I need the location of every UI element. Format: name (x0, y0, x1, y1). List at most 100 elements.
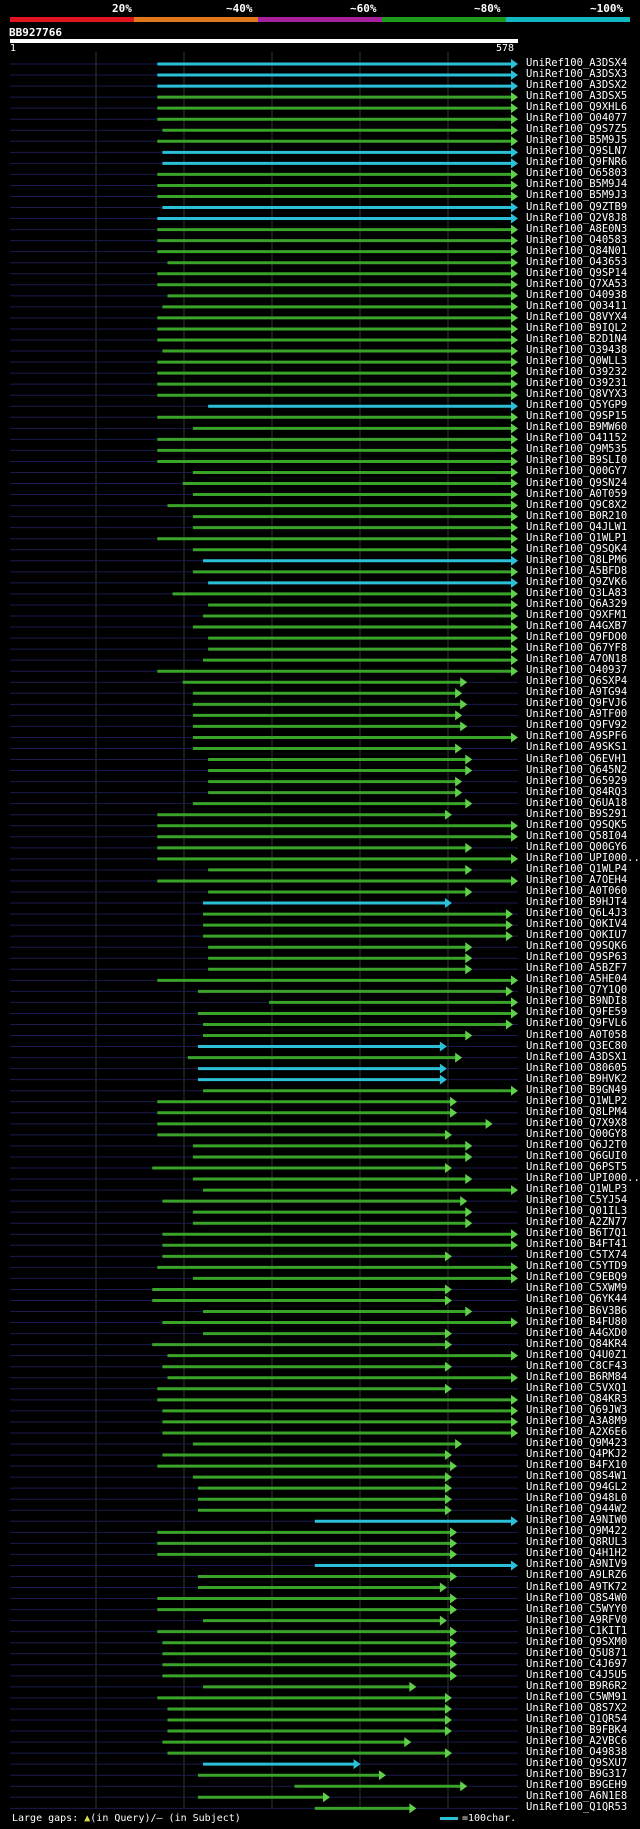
hit-label[interactable]: UniRef100_B9GEH9 (526, 1779, 628, 1792)
hit-label[interactable]: UniRef100_Q6A329 (526, 597, 628, 610)
hit-label[interactable]: UniRef100_B4FT41 (526, 1238, 628, 1251)
hit-label[interactable]: UniRef100_Q0WLL3 (526, 355, 628, 368)
hit-label[interactable]: UniRef100_B6V3B6 (526, 1304, 628, 1317)
hit-label[interactable]: UniRef100_Q9FV92 (526, 719, 628, 732)
hit-label[interactable]: UniRef100_Q9M535 (526, 443, 628, 456)
hit-label[interactable]: UniRef100_Q944W2 (526, 1503, 628, 1516)
hit-label[interactable]: UniRef100_O49838 (526, 1746, 628, 1759)
hit-label[interactable]: UniRef100_UPI000.. (526, 1172, 640, 1185)
hit-label[interactable]: UniRef100_Q645N2 (526, 763, 628, 776)
hit-label[interactable]: UniRef100_Q6PST5 (526, 1161, 628, 1173)
hit-label[interactable]: UniRef100_A5BFD8 (526, 564, 628, 577)
hit-label[interactable]: UniRef100_A3DSX1 (526, 1050, 628, 1063)
hit-label[interactable]: UniRef100_B9G317 (526, 1768, 628, 1781)
hit-label[interactable]: UniRef100_A9NIV9 (526, 1558, 628, 1571)
hit-label[interactable]: UniRef100_B9FBK4 (526, 1724, 628, 1737)
hit-label[interactable]: UniRef100_A5BZF7 (526, 962, 628, 975)
hit-label[interactable]: UniRef100_Q9FDO0 (526, 631, 628, 644)
hit-label[interactable]: UniRef100_A2X6E6 (526, 1425, 628, 1438)
hit-label[interactable]: UniRef100_Q9SQK4 (526, 542, 628, 555)
hit-label[interactable]: UniRef100_Q9FE59 (526, 1006, 628, 1019)
hit-label[interactable]: UniRef100_A5HE04 (526, 973, 628, 986)
hit-label[interactable]: UniRef100_Q67YF8 (526, 642, 628, 655)
hit-label[interactable]: UniRef100_Q58I04 (526, 829, 628, 842)
hit-label[interactable]: UniRef100_Q7Y1Q0 (526, 984, 628, 997)
hit-label[interactable]: UniRef100_B9IQL2 (526, 321, 628, 334)
hit-label[interactable]: UniRef100_A8E0N3 (526, 222, 628, 235)
hit-label[interactable]: UniRef100_B4FX10 (526, 1459, 628, 1472)
hit-label[interactable]: UniRef100_A0T060 (526, 885, 628, 897)
hit-label[interactable]: UniRef100_Q00GY6 (526, 840, 628, 853)
hit-label[interactable]: UniRef100_O40937 (526, 664, 628, 677)
hit-label[interactable]: UniRef100_O65929 (526, 774, 628, 787)
hit-label[interactable]: UniRef100_Q9SP14 (526, 266, 628, 279)
hit-label[interactable]: UniRef100_B9HJT4 (526, 896, 628, 909)
hit-label[interactable]: UniRef100_O43653 (526, 255, 628, 268)
hit-label[interactable]: UniRef100_Q1QR54 (526, 1713, 628, 1725)
hit-label[interactable]: UniRef100_Q9SXM0 (526, 1635, 628, 1648)
hit-label[interactable]: UniRef100_B9NDI8 (526, 995, 628, 1008)
hit-label[interactable]: UniRef100_B5M9J3 (526, 189, 628, 202)
hit-label[interactable]: UniRef100_Q6GUI0 (526, 1149, 628, 1162)
hit-label[interactable]: UniRef100_O40938 (526, 288, 628, 301)
hit-label[interactable]: UniRef100_B9HVK2 (526, 1072, 628, 1085)
hit-label[interactable]: UniRef100_UPI000.. (526, 851, 640, 864)
hit-label[interactable]: UniRef100_Q9ZVK6 (526, 575, 628, 588)
hit-label[interactable]: UniRef100_C5TX74 (526, 1249, 628, 1262)
hit-label[interactable]: UniRef100_Q7X9X8 (526, 1116, 628, 1129)
hit-label[interactable]: UniRef100_B6T7Q1 (526, 1227, 628, 1240)
hit-label[interactable]: UniRef100_Q9XFM1 (526, 609, 628, 621)
hit-label[interactable]: UniRef100_A9TG94 (526, 686, 628, 699)
hit-label[interactable]: UniRef100_Q4H1H2 (526, 1547, 628, 1560)
hit-label[interactable]: UniRef100_Q8LPM4 (526, 1105, 628, 1118)
hit-label[interactable]: UniRef100_Q9SP15 (526, 410, 628, 423)
hit-label[interactable]: UniRef100_O65803 (526, 167, 628, 180)
hit-label[interactable]: UniRef100_Q8S7X2 (526, 1701, 628, 1714)
hit-label[interactable]: UniRef100_Q6L4J3 (526, 907, 628, 920)
hit-label[interactable]: UniRef100_A4GXB7 (526, 620, 628, 633)
hit-label[interactable]: UniRef100_A9RFV0 (526, 1613, 628, 1626)
hit-label[interactable]: UniRef100_C1KIT1 (526, 1624, 628, 1637)
hit-label[interactable]: UniRef100_Q8S4W1 (526, 1470, 628, 1483)
hit-label[interactable]: UniRef100_B9GN49 (526, 1083, 628, 1096)
hit-label[interactable]: UniRef100_Q4PKJ2 (526, 1448, 628, 1461)
hit-label[interactable]: UniRef100_Q3EC80 (526, 1039, 628, 1052)
hit-label[interactable]: UniRef100_C5XWM9 (526, 1282, 628, 1295)
hit-label[interactable]: UniRef100_C5YJ54 (526, 1194, 628, 1207)
hit-label[interactable]: UniRef100_C5WM91 (526, 1690, 628, 1703)
hit-label[interactable]: UniRef100_A3A8M9 (526, 1414, 628, 1427)
hit-label[interactable]: UniRef100_C8CF43 (526, 1359, 628, 1372)
hit-label[interactable]: UniRef100_Q9ZTB9 (526, 200, 628, 213)
hit-label[interactable]: UniRef100_Q9SLN7 (526, 145, 628, 158)
hit-label[interactable]: UniRef100_Q9FVJ6 (526, 697, 628, 710)
hit-label[interactable]: UniRef100_Q9S7Z5 (526, 123, 628, 136)
hit-label[interactable]: UniRef100_Q9M423 (526, 1437, 628, 1449)
hit-label[interactable]: UniRef100_O39232 (526, 366, 628, 379)
hit-label[interactable]: UniRef100_Q1QR53 (526, 1801, 628, 1814)
hit-label[interactable]: UniRef100_Q69JW3 (526, 1403, 628, 1416)
hit-label[interactable]: UniRef100_Q9XHL6 (526, 101, 628, 114)
hit-label[interactable]: UniRef100_Q01IL3 (526, 1205, 628, 1218)
hit-label[interactable]: UniRef100_B0R210 (526, 509, 628, 522)
hit-label[interactable]: UniRef100_A2ZN77 (526, 1216, 628, 1229)
hit-label[interactable]: UniRef100_Q6EVH1 (526, 752, 628, 765)
hit-label[interactable]: UniRef100_Q2V8J8 (526, 211, 628, 224)
hit-label[interactable]: UniRef100_Q1WLP4 (526, 862, 628, 875)
hit-label[interactable]: UniRef100_Q1WLP2 (526, 1094, 628, 1107)
hit-label[interactable]: UniRef100_Q9C8X2 (526, 498, 628, 511)
hit-label[interactable]: UniRef100_Q9SN24 (526, 476, 628, 489)
hit-label[interactable]: UniRef100_A0T059 (526, 487, 628, 500)
hit-label[interactable]: UniRef100_Q8S4W0 (526, 1591, 628, 1604)
hit-label[interactable]: UniRef100_B9R6R2 (526, 1679, 628, 1692)
hit-label[interactable]: UniRef100_Q9SQK5 (526, 818, 628, 831)
hit-label[interactable]: UniRef100_Q9SQK6 (526, 940, 628, 953)
hit-label[interactable]: UniRef100_A7ON18 (526, 653, 628, 666)
hit-label[interactable]: UniRef100_Q9SP63 (526, 951, 628, 964)
hit-label[interactable]: UniRef100_Q8VYX3 (526, 388, 628, 401)
hit-label[interactable]: UniRef100_Q94GL2 (526, 1481, 628, 1494)
hit-label[interactable]: UniRef100_A9LRZ6 (526, 1569, 628, 1582)
hit-label[interactable]: UniRef100_Q6J2T0 (526, 1138, 628, 1151)
hit-label[interactable]: UniRef100_O40583 (526, 233, 628, 246)
hit-label[interactable]: UniRef100_C4J697 (526, 1657, 628, 1670)
hit-label[interactable]: UniRef100_A3DSX3 (526, 68, 628, 81)
